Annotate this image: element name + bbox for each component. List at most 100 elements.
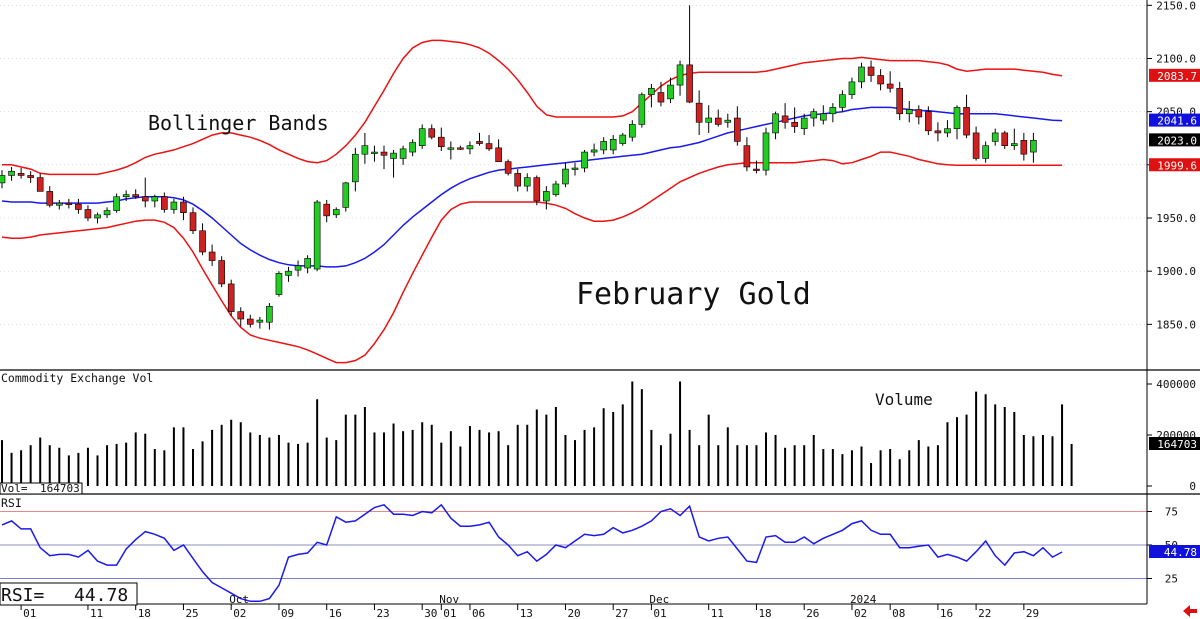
x-month-label: Dec — [649, 593, 669, 606]
volume-readout: Vol= 164703 — [0, 482, 83, 495]
candle-body — [161, 196, 168, 210]
rsi-layer — [1, 503, 1063, 603]
volume-badge — [1149, 437, 1200, 451]
volume-layer — [1, 381, 1073, 486]
candle-body — [428, 128, 436, 138]
price-badge-label: 2023.0 — [1157, 134, 1197, 147]
candle-body — [638, 94, 646, 125]
rsi-readout-label: RSI= — [1, 585, 45, 606]
candle-body — [925, 111, 932, 132]
candle-body — [36, 177, 44, 192]
candle-body — [485, 143, 493, 150]
candle-body — [495, 147, 502, 162]
price-tick-label: 1850.0 — [1156, 318, 1196, 331]
x-tick-label: 30 — [424, 607, 437, 619]
candle-body — [285, 270, 292, 276]
candle-body — [953, 107, 961, 129]
candle-body — [361, 145, 369, 155]
candle-body — [991, 132, 999, 142]
candle-body — [714, 117, 722, 125]
candle-body — [600, 141, 607, 151]
price-badge-label: 2041.6 — [1157, 115, 1197, 128]
candle-body — [514, 173, 522, 187]
rsi-line — [1, 503, 1063, 603]
candle-body — [648, 87, 655, 95]
bollinger-band-layer — [1, 39, 1063, 364]
volume-panel-label: Commodity Exchange Vol — [1, 371, 153, 385]
candle-body — [619, 134, 627, 144]
price-tick-label: 2100.0 — [1156, 52, 1196, 65]
candle-body — [84, 209, 92, 219]
price-tick-label: 1900.0 — [1156, 265, 1196, 278]
candle-body — [819, 113, 827, 121]
candle-body — [247, 318, 254, 325]
candle-body — [227, 283, 235, 312]
x-month-label: Nov — [439, 593, 459, 606]
candle-body — [122, 194, 130, 198]
candle-layer — [0, 5, 1037, 330]
candle-body — [65, 202, 73, 205]
candle-body — [75, 203, 82, 210]
x-tick-label: 16 — [940, 607, 953, 619]
candle-body — [839, 94, 846, 108]
candle-body — [858, 66, 865, 83]
candle-body — [1001, 132, 1009, 146]
candle-body — [313, 201, 321, 270]
x-tick-label: 29 — [1026, 607, 1039, 619]
candle-body — [266, 305, 273, 323]
candle-body — [562, 168, 569, 185]
candle-body — [552, 183, 560, 195]
price-badge — [1149, 113, 1200, 127]
candle-body — [800, 117, 808, 129]
candle-body — [543, 191, 550, 202]
upper-bollinger-band — [2, 39, 1063, 176]
volume-tick-label: 0 — [1189, 480, 1196, 493]
candle-body — [781, 115, 789, 123]
candle-body — [724, 119, 732, 123]
volume-tick-label: 400000 — [1156, 378, 1196, 391]
candle-body — [963, 107, 970, 136]
candle-body — [256, 319, 264, 323]
price-badge-label: 1999.6 — [1157, 159, 1197, 172]
candle-body — [189, 212, 197, 232]
axis-layer: 2150.02100.02050.02000.01950.01900.01850… — [20, 0, 1200, 619]
candle-body — [657, 92, 665, 103]
x-tick-label: 11 — [90, 607, 103, 619]
candle-body — [390, 152, 397, 159]
candle-body — [504, 161, 512, 174]
price-tick-label: 2150.0 — [1156, 0, 1196, 12]
volume-badge-label: 164703 — [1157, 438, 1197, 451]
rsi-tick-label: 25 — [1165, 573, 1178, 586]
candle-body — [523, 177, 531, 187]
middle-bollinger-band — [1, 106, 1063, 268]
candle-body — [734, 117, 741, 142]
x-tick-label: 11 — [711, 607, 724, 619]
candle-body — [944, 128, 951, 134]
grid-layer — [0, 5, 1147, 579]
left-arrow-icon[interactable] — [1183, 605, 1197, 617]
candle-body — [772, 113, 779, 134]
x-tick-label: 01 — [23, 607, 36, 619]
candle-body — [380, 151, 388, 156]
candle-body — [877, 75, 884, 85]
candle-body — [170, 201, 178, 210]
candle-body — [180, 201, 187, 213]
x-tick-label: 27 — [615, 607, 628, 619]
candle-body — [628, 124, 636, 138]
candle-body — [27, 175, 34, 178]
x-tick-label: 06 — [472, 607, 485, 619]
candle-body — [103, 210, 111, 216]
x-tick-label: 26 — [806, 607, 819, 619]
candle-body — [867, 66, 875, 76]
candle-body — [352, 153, 359, 183]
lower-bollinger-band — [1, 151, 1063, 364]
volume-readout-label: Vol= — [1, 482, 28, 495]
candle-body — [791, 121, 798, 127]
x-tick-label: 22 — [978, 607, 991, 619]
candle-body — [982, 145, 989, 159]
candle-body — [437, 136, 445, 148]
x-tick-label: 09 — [281, 607, 294, 619]
candle-body — [915, 109, 923, 118]
candle-body — [1030, 140, 1037, 153]
rsi-readout-value: 44.78 — [74, 585, 128, 606]
